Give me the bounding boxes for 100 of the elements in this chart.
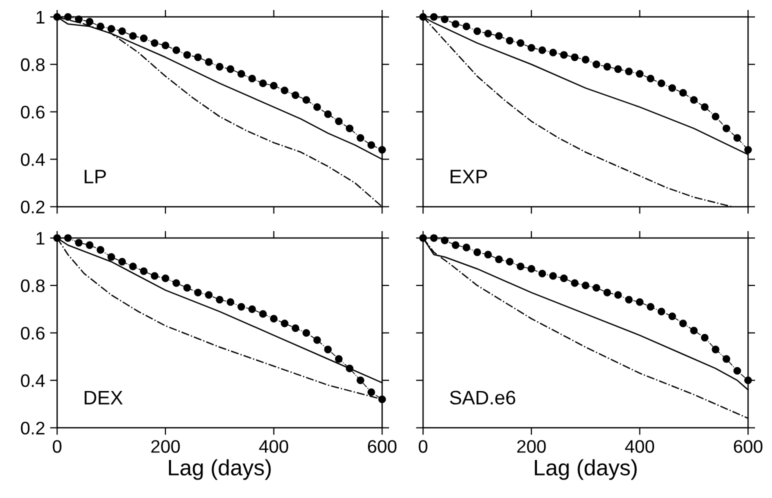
y-tick-label: 0.8: [20, 279, 45, 292]
point: [302, 96, 310, 104]
point: [636, 298, 644, 306]
point: [248, 305, 256, 313]
point: [53, 234, 61, 242]
point: [64, 234, 72, 242]
annotation: EXP: [450, 170, 487, 184]
point: [452, 241, 460, 249]
point: [346, 364, 354, 372]
point: [744, 146, 752, 154]
point: [172, 279, 180, 287]
x-tick-label: 400: [259, 440, 288, 453]
point: [280, 86, 288, 94]
point: [582, 282, 590, 290]
point: [528, 44, 536, 52]
x-axis-title: Lag (days): [168, 459, 271, 480]
point: [658, 80, 666, 88]
point: [118, 258, 126, 266]
x-tick-label: 200: [517, 440, 546, 453]
point: [237, 70, 246, 78]
point: [462, 22, 470, 30]
point: [473, 27, 482, 35]
annotation: LP: [84, 170, 106, 184]
point: [226, 298, 234, 306]
point: [646, 302, 654, 311]
point: [183, 284, 191, 292]
x-axis-title: Lag (days): [534, 459, 637, 480]
point: [495, 32, 503, 40]
point: [334, 355, 343, 363]
point: [259, 80, 267, 88]
y-tick-label: 0.4: [20, 153, 45, 166]
point: [744, 376, 752, 384]
point: [378, 395, 386, 404]
point: [378, 146, 386, 154]
y-tick-label: 1: [36, 232, 44, 245]
point: [538, 270, 546, 278]
y-tick-label: 0.8: [20, 58, 45, 72]
y-tick-label: 0.6: [20, 326, 45, 340]
point: [292, 324, 300, 332]
point: [538, 46, 546, 54]
point: [292, 91, 300, 100]
point: [129, 262, 137, 270]
point: [625, 68, 633, 76]
point: [614, 65, 622, 73]
x-tick-label: 0: [418, 440, 428, 453]
point: [172, 46, 180, 54]
point: [440, 15, 449, 24]
point: [118, 27, 126, 35]
point: [625, 296, 633, 304]
x-tick-label: 600: [734, 440, 762, 453]
point: [183, 51, 191, 59]
x-tick-label: 400: [625, 440, 654, 453]
point: [334, 117, 343, 126]
y-tick-label: 0.2: [20, 422, 44, 434]
point: [419, 13, 427, 21]
point: [658, 308, 666, 316]
point: [700, 103, 709, 111]
point: [280, 320, 288, 328]
point: [582, 56, 590, 64]
point: [712, 112, 720, 120]
point: [367, 388, 376, 396]
point: [614, 291, 622, 299]
point: [570, 279, 579, 287]
point: [679, 320, 687, 328]
point: [107, 24, 116, 33]
point: [419, 234, 427, 242]
point: [592, 60, 600, 68]
point: [194, 53, 202, 62]
point: [646, 74, 654, 82]
point: [270, 314, 278, 322]
point: [150, 272, 158, 280]
y-tick-label: 1: [36, 11, 44, 24]
point: [237, 302, 246, 311]
point: [204, 58, 213, 66]
point: [484, 250, 492, 258]
point: [430, 234, 438, 242]
point: [150, 39, 158, 47]
point: [96, 246, 104, 254]
point: [592, 284, 600, 292]
point: [733, 367, 742, 375]
x-tick-label: 200: [151, 440, 180, 453]
point: [462, 244, 470, 252]
point: [690, 96, 698, 104]
point: [506, 36, 514, 44]
point: [346, 124, 354, 132]
point: [506, 258, 514, 266]
point: [313, 103, 321, 111]
point: [324, 346, 332, 354]
point: [86, 18, 94, 26]
point: [216, 62, 224, 71]
point: [64, 13, 72, 21]
y-tick-label: 0.6: [20, 106, 45, 119]
point: [204, 291, 213, 299]
point: [140, 267, 148, 276]
point: [129, 32, 137, 40]
point: [560, 274, 568, 282]
point: [367, 141, 376, 149]
point: [473, 248, 482, 256]
y-tick-label: 0.4: [20, 374, 45, 388]
point: [356, 376, 364, 384]
